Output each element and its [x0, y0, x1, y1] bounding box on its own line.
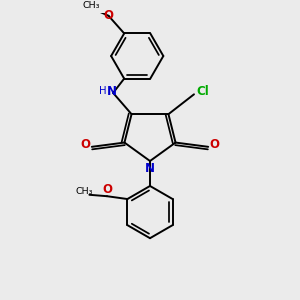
Text: N: N	[145, 162, 155, 175]
Text: H: H	[99, 86, 107, 97]
Text: N: N	[107, 85, 117, 98]
Text: O: O	[103, 9, 114, 22]
Text: O: O	[209, 138, 219, 151]
Text: CH₃: CH₃	[83, 2, 100, 10]
Text: CH₃: CH₃	[76, 187, 93, 196]
Text: O: O	[81, 138, 91, 151]
Text: O: O	[103, 184, 112, 196]
Text: Cl: Cl	[197, 85, 209, 98]
